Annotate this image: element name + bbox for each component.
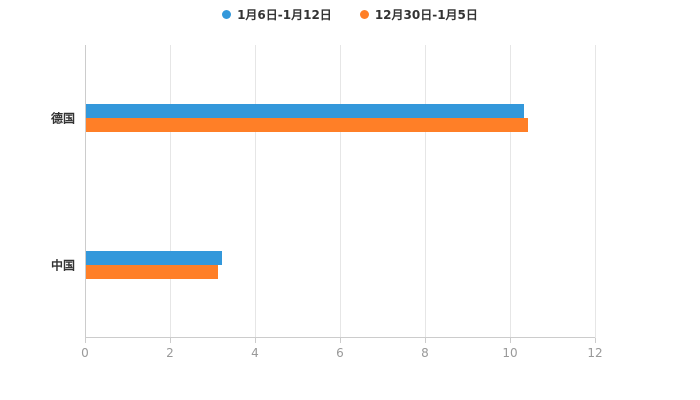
x-tick-label: 2: [166, 346, 174, 360]
gridline: [340, 45, 341, 338]
tick-mark: [85, 338, 86, 343]
bar-series1-cat1: [86, 104, 524, 119]
bar-series2-cat2: [86, 264, 218, 279]
x-axis-line: [85, 337, 595, 338]
tick-mark: [255, 338, 256, 343]
bar-series1-cat2: [86, 250, 222, 265]
tick-mark: [510, 338, 511, 343]
gridline: [510, 45, 511, 338]
x-tick-label: 12: [587, 346, 603, 360]
bar-series2-cat1: [86, 118, 528, 133]
tick-mark: [425, 338, 426, 343]
gridline: [595, 45, 596, 338]
tick-mark: [170, 338, 171, 343]
legend-label: 12月30日-1月5日: [374, 8, 478, 22]
y-category-label: 德国: [50, 111, 75, 126]
legend: 1月6日-1月12日 12月30日-1月5日: [0, 6, 700, 23]
gridline: [255, 45, 256, 338]
legend-marker-icon: [222, 10, 232, 19]
gridline: [85, 45, 86, 338]
legend-label: 1月6日-1月12日: [237, 8, 332, 22]
legend-item[interactable]: 12月30日-1月5日: [359, 6, 478, 23]
x-tick-label: 10: [502, 346, 518, 360]
legend-item[interactable]: 1月6日-1月12日: [222, 6, 332, 23]
legend-marker-icon: [359, 10, 369, 19]
x-tick-label: 4: [251, 346, 259, 360]
x-tick-label: 0: [81, 346, 89, 360]
x-tick-label: 6: [336, 346, 344, 360]
gridline: [425, 45, 426, 338]
tick-mark: [340, 338, 341, 343]
y-category-label: 中国: [50, 258, 75, 273]
tick-mark: [595, 338, 596, 343]
x-tick-label: 8: [421, 346, 429, 360]
plot-area: 0 2 4 6 8 10 12 德国中国: [51, 45, 603, 360]
gridline: [170, 45, 171, 338]
